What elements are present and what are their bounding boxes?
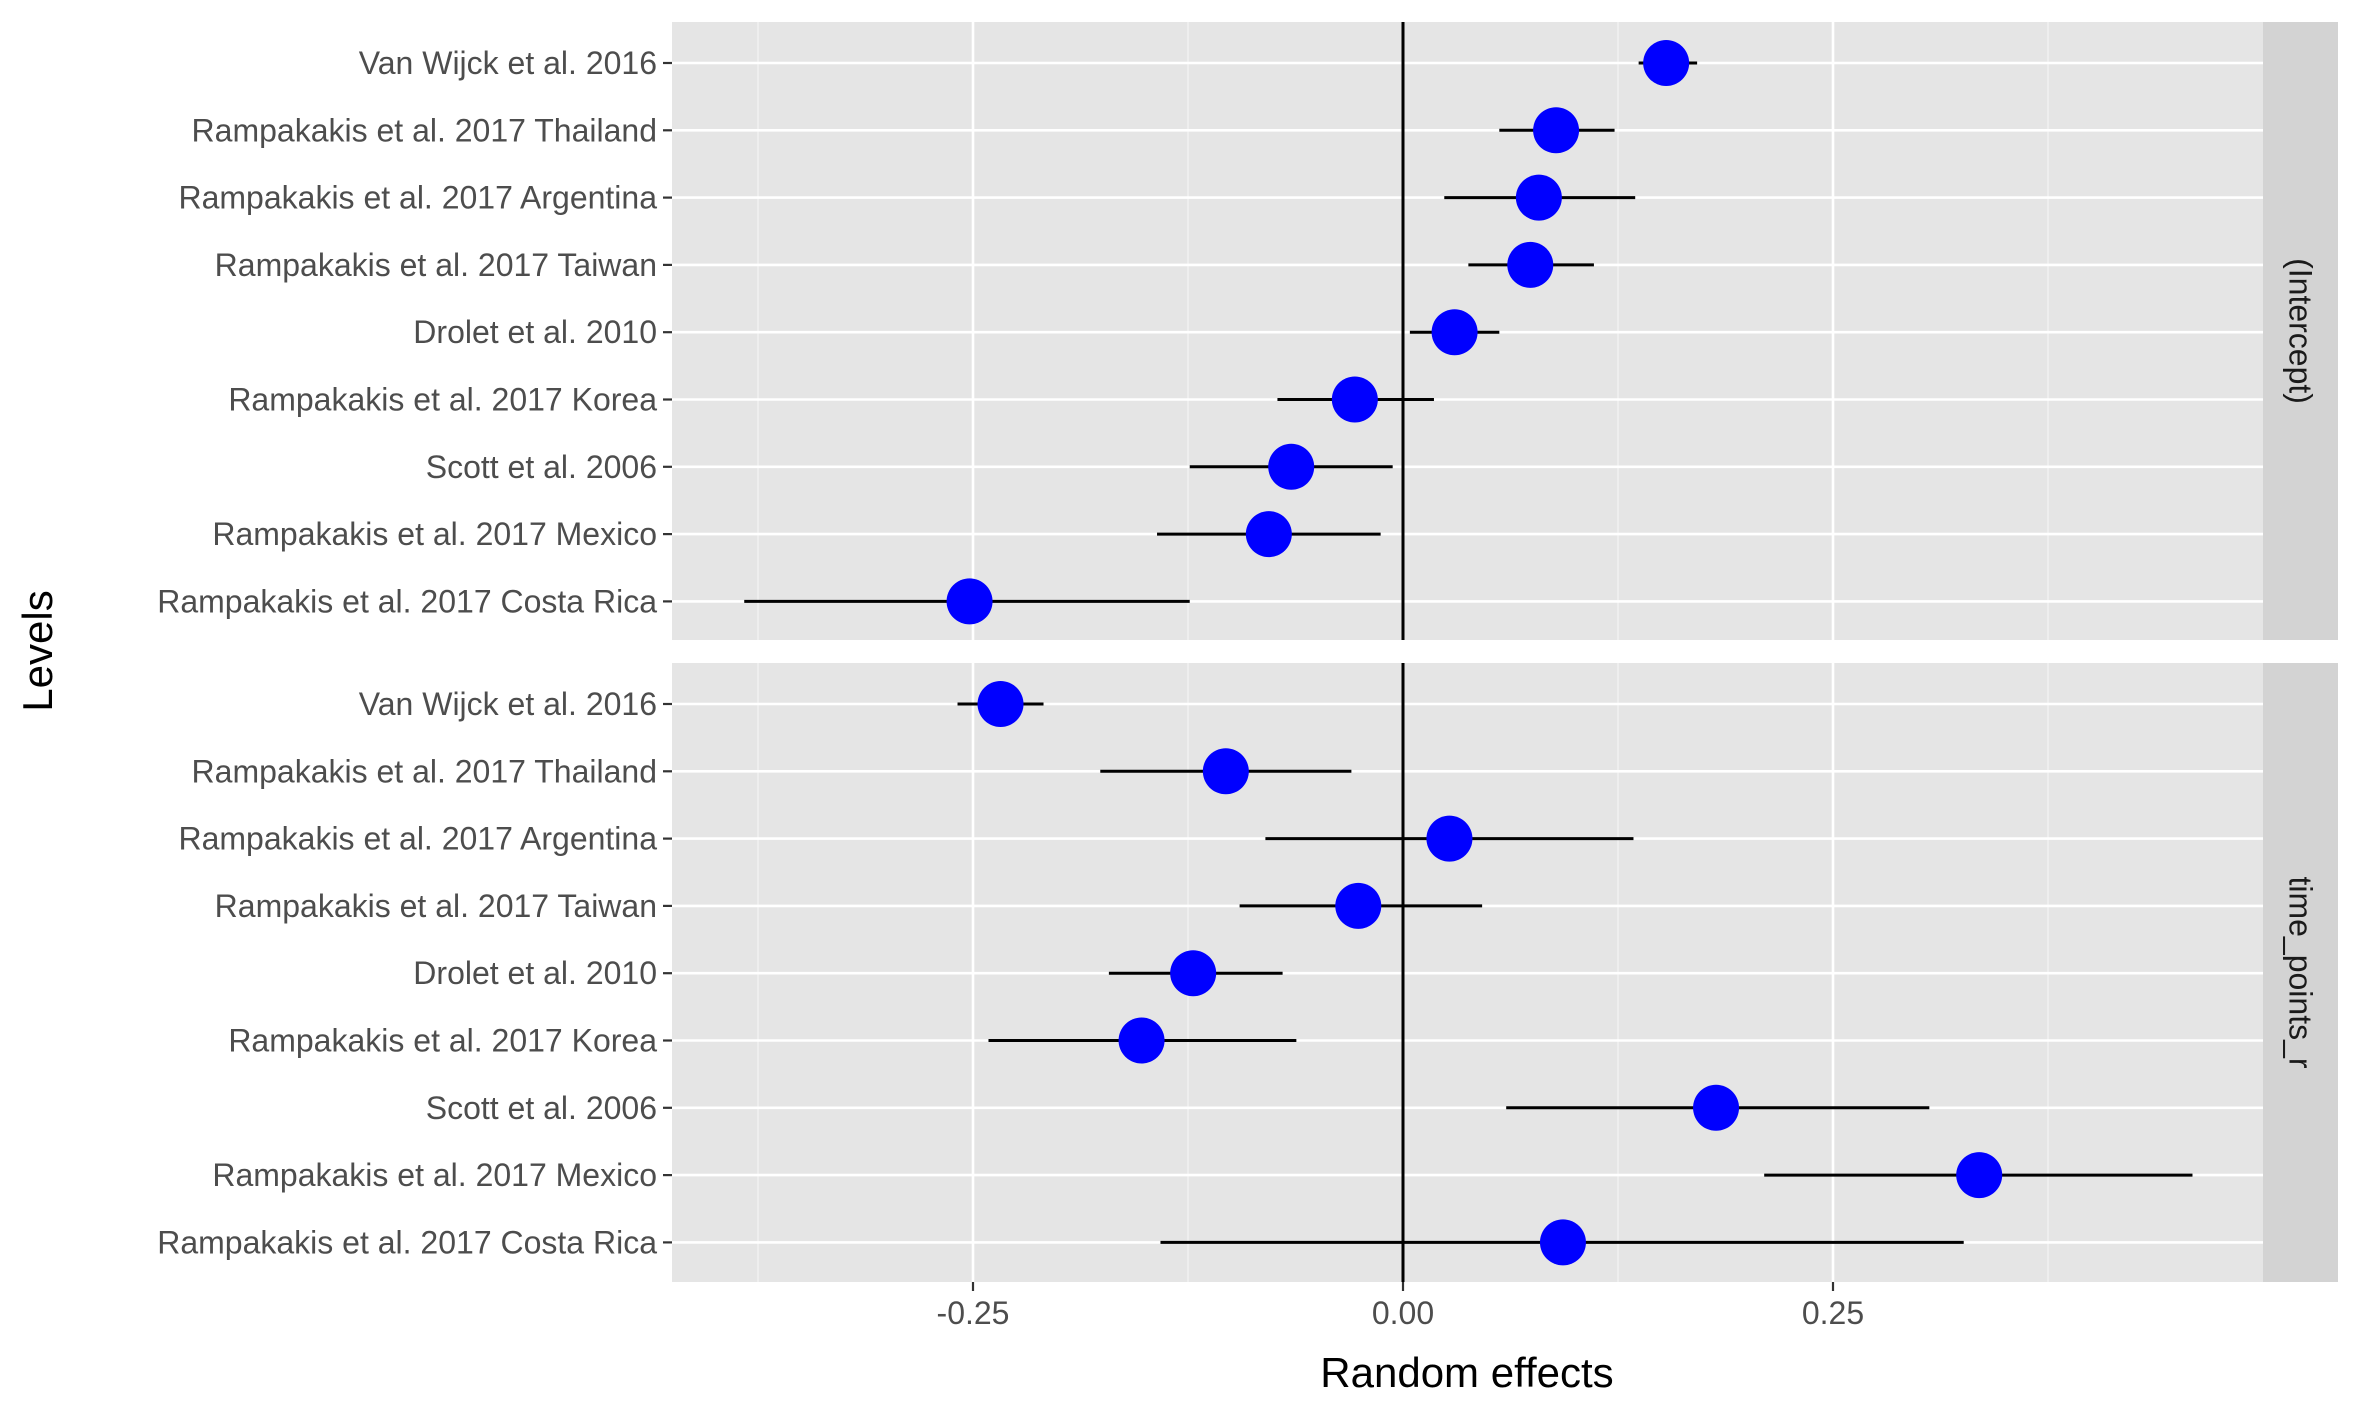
y-tick-label: Rampakakis et al. 2017 Korea [228, 382, 657, 418]
y-tick-label: Rampakakis et al. 2017 Mexico [212, 516, 657, 552]
estimate-point [1170, 950, 1217, 997]
estimate-point [1533, 107, 1580, 154]
y-tick-label: Rampakakis et al. 2017 Thailand [192, 112, 657, 148]
estimate-point [1643, 40, 1690, 86]
estimate-point [1202, 748, 1249, 795]
y-tick-label: Rampakakis et al. 2017 Argentina [178, 180, 657, 216]
estimate-point [1335, 882, 1382, 929]
facet-strip-label: (Intercept) [2283, 258, 2319, 404]
x-tick-label: 0.00 [1372, 1295, 1434, 1331]
estimate-point [1431, 309, 1478, 356]
x-tick-label: -0.25 [937, 1295, 1010, 1331]
y-tick-label: Rampakakis et al. 2017 Korea [228, 1023, 657, 1059]
y-tick-label: Rampakakis et al. 2017 Taiwan [215, 888, 657, 924]
estimate-point [977, 681, 1024, 727]
x-tick-label: 0.25 [1802, 1295, 1864, 1331]
estimate-point [1693, 1084, 1740, 1131]
estimate-point [1268, 443, 1315, 490]
estimate-point [1331, 376, 1378, 423]
y-tick-label: Scott et al. 2006 [426, 449, 657, 485]
y-tick-label: Drolet et al. 2010 [413, 955, 657, 991]
x-axis-title: Random effects [1320, 1349, 1613, 1396]
estimate-point [1507, 241, 1554, 288]
y-tick-label: Rampakakis et al. 2017 Costa Rica [157, 1224, 657, 1260]
x-axis: -0.25 0.00 0.25 [937, 1282, 1864, 1331]
estimate-point [1539, 1219, 1586, 1266]
y-tick-label: Rampakakis et al. 2017 Argentina [178, 821, 657, 857]
y-tick-label: Rampakakis et al. 2017 Taiwan [215, 247, 657, 283]
panel-1: Van Wijck et al. 2016 Rampakakis et al. 2… [157, 663, 2338, 1282]
estimate-point [946, 578, 993, 625]
facet-strip [2263, 22, 2338, 640]
y-tick-label: Rampakakis et al. 2017 Mexico [212, 1157, 657, 1193]
y-tick-label: Van Wijck et al. 2016 [359, 45, 657, 81]
y-tick-label: Rampakakis et al. 2017 Thailand [192, 753, 657, 789]
panels-layer: Van Wijck et al. 2016 Rampakakis et al. 2… [157, 22, 2338, 1282]
facet-strip-label: time_points_r [2283, 876, 2319, 1068]
estimate-point [1956, 1152, 2003, 1199]
estimate-point [1515, 174, 1562, 221]
estimate-point [1245, 511, 1292, 558]
estimate-point [1426, 815, 1473, 862]
y-tick-label: Drolet et al. 2010 [413, 314, 657, 350]
y-axis-title: Levels [14, 590, 61, 711]
y-tick-label: Scott et al. 2006 [426, 1090, 657, 1126]
panel-0: Van Wijck et al. 2016 Rampakakis et al. 2… [157, 22, 2338, 640]
y-tick-label: Van Wijck et al. 2016 [359, 686, 657, 722]
facet-strip [2263, 663, 2338, 1282]
estimate-point [1118, 1017, 1165, 1064]
y-tick-label: Rampakakis et al. 2017 Costa Rica [157, 583, 657, 619]
